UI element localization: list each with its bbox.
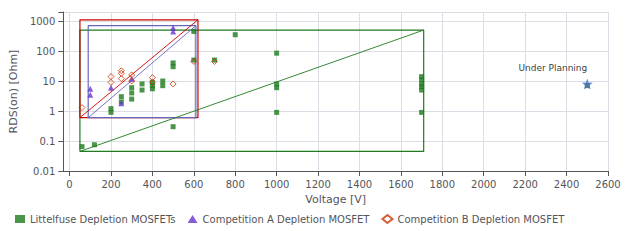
svg-text:0: 0 <box>66 179 72 190</box>
svg-text:1000: 1000 <box>30 16 55 27</box>
svg-text:400: 400 <box>143 179 162 190</box>
svg-text:1200: 1200 <box>305 179 330 190</box>
svg-text:0.01: 0.01 <box>33 166 55 177</box>
svg-text:200: 200 <box>101 179 120 190</box>
svg-text:0.1: 0.1 <box>39 136 55 147</box>
svg-text:1: 1 <box>49 106 55 117</box>
svg-text:Voltage [V]: Voltage [V] <box>305 193 366 206</box>
svg-text:600: 600 <box>184 179 203 190</box>
svg-text:2600: 2600 <box>595 179 620 190</box>
svg-text:2400: 2400 <box>554 179 579 190</box>
svg-text:100: 100 <box>36 46 55 57</box>
svg-text:10: 10 <box>43 76 56 87</box>
svg-text:2200: 2200 <box>512 179 537 190</box>
svg-text:RDS(on) [Ohm]: RDS(on) [Ohm] <box>7 50 20 134</box>
svg-text:2000: 2000 <box>471 179 496 190</box>
svg-text:1600: 1600 <box>388 179 413 190</box>
svg-text:1400: 1400 <box>347 179 372 190</box>
svg-text:1000: 1000 <box>264 179 289 190</box>
svg-text:800: 800 <box>226 179 245 190</box>
svg-text:1800: 1800 <box>430 179 455 190</box>
svg-text:Competition A Depletion MOSFET: Competition A Depletion MOSFET <box>203 214 371 225</box>
svg-text:Littelfuse Depletion MOSFETs: Littelfuse Depletion MOSFETs <box>30 214 176 225</box>
svg-text:Under Planning: Under Planning <box>518 63 587 73</box>
svg-text:Competition B Depletion MOSFET: Competition B Depletion MOSFET <box>397 214 565 225</box>
